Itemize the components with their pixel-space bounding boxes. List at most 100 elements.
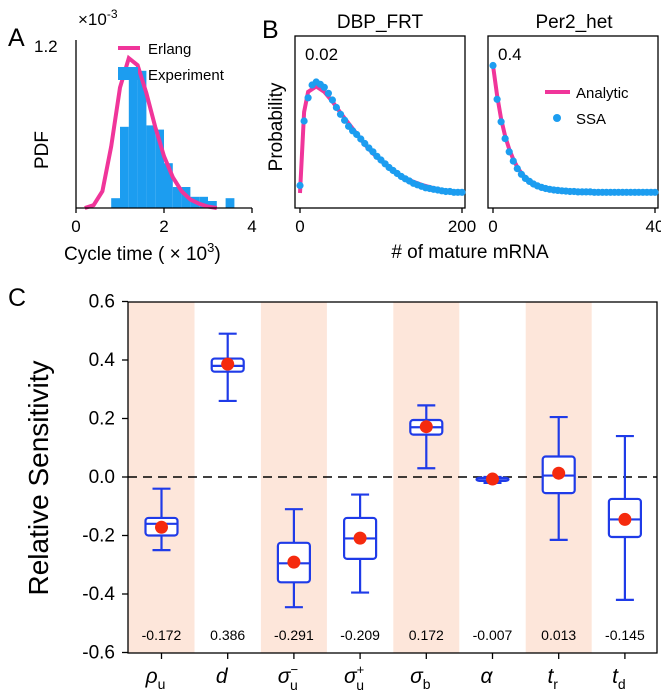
ssa-point (341, 116, 349, 124)
y-tick-label: 0.6 (89, 292, 115, 313)
param-label: d (216, 665, 229, 688)
ssa-point (651, 188, 659, 196)
param-label: σb (410, 665, 431, 692)
value-label: -0.209 (340, 627, 380, 643)
boxplot (144, 487, 179, 552)
boxplot (210, 332, 245, 403)
panel-b-left-analytic-curve (298, 84, 463, 195)
mean-marker (552, 466, 566, 480)
panel-c-param-labels: ρu d σ− u σ+ u σb α tr td (145, 653, 626, 692)
legend-experiment-label: Experiment (148, 67, 225, 84)
ssa-point (332, 103, 340, 112)
value-label: 0.013 (541, 627, 576, 643)
y-tick-label: 0.4 (89, 350, 116, 371)
mean-marker (419, 420, 433, 434)
panel-a-letter: A (8, 24, 25, 52)
boxplot (607, 434, 643, 601)
panel-a-x-ticks: 0 2 4 (71, 208, 257, 236)
mean-marker (155, 520, 168, 534)
panel-b-right-frame (487, 35, 659, 209)
panel-a-ylabel: PDF (32, 131, 53, 169)
ssa-point (296, 181, 304, 190)
ssa-point (489, 61, 497, 70)
y-tick-label: -0.4 (82, 584, 115, 605)
panel-a-y-top-tick: 1.2 (34, 37, 58, 56)
x-tick-label: 2 (159, 217, 168, 236)
panel-b-left-ssa-points (296, 78, 466, 196)
panel-c-ylabel: Relative Sensitivity (23, 361, 54, 596)
ssa-point (324, 89, 332, 97)
panel-b-right-x-ticks: 0 40 (488, 208, 661, 236)
mean-marker (221, 357, 235, 371)
histogram-bar (164, 163, 173, 208)
value-label: -0.145 (605, 627, 645, 643)
x-tick-label: 0 (71, 217, 80, 236)
panel-b-right-analytic-curve (491, 65, 655, 195)
legend-ssa-label: SSA (576, 111, 606, 128)
legend-ssa-swatch (553, 114, 561, 122)
mean-marker (287, 555, 301, 569)
mean-marker (618, 512, 632, 526)
panel-b-left-frame (294, 35, 466, 209)
panel-b-ylabel: Probability (266, 82, 287, 171)
ssa-point (501, 135, 509, 143)
ssa-point (493, 95, 501, 103)
mean-marker (353, 531, 367, 545)
histogram-bar (208, 201, 217, 208)
x-tick-label: 200 (448, 217, 476, 236)
boxplot (343, 493, 378, 594)
ssa-point (509, 157, 517, 165)
y-tick-label: 0.2 (89, 409, 115, 430)
panel-c: C Relative Sensitivity 0.6 0.4 0.2 0.0 -0.2 -… (8, 284, 658, 692)
panel-b-left-tag: 0.02 (305, 45, 338, 64)
panel-a-histogram (111, 70, 235, 208)
panel-b-right-title: Per2_het (535, 12, 613, 33)
histogram-bar (120, 126, 129, 208)
histogram-bar (199, 196, 208, 208)
histogram-bar (111, 198, 120, 208)
boxplot (541, 415, 576, 541)
x-tick-label: 4 (247, 217, 256, 236)
ssa-point (505, 148, 513, 156)
x-tick-label: 40 (646, 217, 661, 236)
panel-b-left-title: DBP_FRT (337, 12, 424, 33)
ssa-point (304, 94, 312, 102)
ssa-point (513, 165, 521, 173)
ssa-point (320, 83, 328, 91)
panel-c-y-ticks: 0.6 0.4 0.2 0.0 -0.2 -0.4 -0.6 (82, 292, 128, 664)
legend-experiment-swatch (118, 67, 138, 80)
value-label: -0.172 (142, 627, 182, 643)
histogram-bar (146, 125, 156, 208)
panel-c-boxplots (144, 332, 643, 609)
legend-erlang-label: Erlang (148, 41, 191, 58)
panel-a-legend: Erlang Experiment (118, 41, 225, 84)
panel-b: B Probability DBP_FRT 0.02 0 200 Per2_het… (262, 12, 661, 263)
param-label: σ+ u (344, 662, 364, 692)
ssa-point (497, 118, 505, 126)
ssa-point (458, 188, 466, 196)
panel-c-value-labels: -0.172 0.386 -0.291 -0.209 0.172 -0.007 0.013 -… (142, 627, 645, 643)
y-tick-label: 0.0 (89, 467, 115, 488)
panel-b-letter: B (262, 16, 279, 44)
boxplot (409, 404, 444, 470)
histogram-bar (172, 187, 182, 208)
histogram-bar (137, 70, 147, 208)
legend-analytic-label: Analytic (576, 85, 629, 102)
ssa-point (328, 96, 336, 104)
param-label: α (481, 665, 494, 688)
y-tick-label: -0.2 (82, 526, 115, 547)
histogram-bar (225, 198, 235, 208)
histogram-bar (128, 70, 138, 208)
panel-a-y-multiplier: ×10-3 (78, 7, 118, 29)
panel-a-xlabel: Cycle time ( × 103) (64, 240, 221, 265)
value-label: -0.291 (274, 627, 314, 643)
param-label: σ− u (278, 662, 298, 692)
panel-b-right-ssa-points (489, 61, 659, 196)
param-label: td (612, 665, 626, 692)
panel-b-legend: Analytic SSA (545, 85, 629, 128)
boxplot (276, 508, 311, 609)
panel-b-left-x-ticks: 0 200 (295, 208, 476, 236)
mean-marker (486, 472, 499, 486)
